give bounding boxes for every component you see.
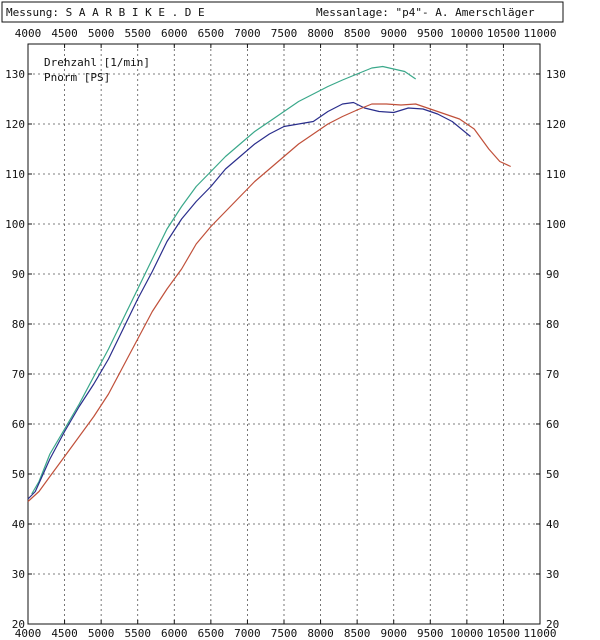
y-tick-label: 60 xyxy=(546,418,559,431)
x-tick-label: 5500 xyxy=(124,627,151,640)
y-tick-labels-right: 20 30 40 50 60 70 80 90 100 110 120 130 xyxy=(546,68,566,631)
header-right: Messanlage: "p4"- A. Amerschläger xyxy=(316,6,535,19)
x-tick-label: 8500 xyxy=(344,627,371,640)
header-left: Messung: S A A R B I K E . D E xyxy=(6,6,205,19)
legend: Drehzahl [1/min] Pnorm [PS] xyxy=(44,56,150,84)
x-tick-label: 8000 xyxy=(307,27,334,40)
series-line-2 xyxy=(27,101,471,500)
x-tick-label: 4000 xyxy=(15,627,42,640)
y-tick-label: 50 xyxy=(12,468,25,481)
x-tick-label: 7000 xyxy=(234,627,261,640)
x-tick-label: 5500 xyxy=(124,27,151,40)
legend-entry-rpm: Drehzahl [1/min] xyxy=(44,56,150,69)
y-tick-label: 40 xyxy=(546,518,559,531)
y-tick-label: 100 xyxy=(546,218,566,231)
x-tick-label: 10500 xyxy=(487,27,520,40)
x-tick-label: 9500 xyxy=(417,627,444,640)
x-tick-label: 11000 xyxy=(523,627,556,640)
y-tick-label: 70 xyxy=(12,368,25,381)
y-tick-label: 120 xyxy=(5,118,25,131)
x-tick-label: 9000 xyxy=(380,627,407,640)
x-tick-label: 7500 xyxy=(271,27,298,40)
y-tick-label: 40 xyxy=(12,518,25,531)
y-tick-label: 120 xyxy=(546,118,566,131)
x-tick-label: 6000 xyxy=(161,627,188,640)
x-tick-label: 9000 xyxy=(380,27,407,40)
y-tick-label: 70 xyxy=(546,368,559,381)
x-tick-label: 7000 xyxy=(234,27,261,40)
y-tick-label: 110 xyxy=(5,168,25,181)
y-tick-label: 80 xyxy=(12,318,25,331)
y-tick-label: 80 xyxy=(546,318,559,331)
x-tick-label: 8000 xyxy=(307,627,334,640)
x-tick-label: 6500 xyxy=(198,627,225,640)
x-tick-label: 6000 xyxy=(161,27,188,40)
y-tick-label: 50 xyxy=(546,468,559,481)
y-tick-labels-left: 20 30 40 50 60 70 80 90 100 110 120 130 xyxy=(5,68,25,631)
y-tick-label: 30 xyxy=(546,568,559,581)
y-tick-label: 90 xyxy=(546,268,559,281)
y-tick-label: 130 xyxy=(546,68,566,81)
y-tick-label: 110 xyxy=(546,168,566,181)
x-tick-label: 5000 xyxy=(88,627,115,640)
x-tick-labels-bottom: 4000 4500 5000 5500 6000 6500 7000 7500 8000 8500… xyxy=(15,627,557,640)
x-tick-label: 10000 xyxy=(450,627,483,640)
x-tick-label: 11000 xyxy=(523,27,556,40)
y-tick-label: 60 xyxy=(12,418,25,431)
x-tick-label: 7500 xyxy=(271,627,298,640)
x-tick-labels-top: 4000 4500 5000 5500 6000 6500 7000 7500 8000 8500… xyxy=(15,27,557,40)
y-tick-label: 30 xyxy=(12,568,25,581)
x-tick-label: 10500 xyxy=(487,627,520,640)
y-tick-label: 20 xyxy=(12,618,25,631)
series-group xyxy=(27,65,511,502)
legend-entry-power: Pnorm [PS] xyxy=(44,71,110,84)
x-tick-label: 5000 xyxy=(88,27,115,40)
x-tick-label: 4500 xyxy=(51,27,78,40)
y-tick-label: 100 xyxy=(5,218,25,231)
series-line-1 xyxy=(31,65,417,495)
x-tick-label: 4500 xyxy=(51,627,78,640)
x-tick-label: 8500 xyxy=(344,27,371,40)
y-tick-label: 90 xyxy=(12,268,25,281)
x-tick-label: 9500 xyxy=(417,27,444,40)
x-tick-label: 4000 xyxy=(15,27,42,40)
y-tick-label: 20 xyxy=(546,618,559,631)
x-tick-label: 10000 xyxy=(450,27,483,40)
series-line-3 xyxy=(27,103,511,502)
x-tick-label: 6500 xyxy=(198,27,225,40)
header-box xyxy=(1,1,564,23)
y-tick-label: 130 xyxy=(5,68,25,81)
